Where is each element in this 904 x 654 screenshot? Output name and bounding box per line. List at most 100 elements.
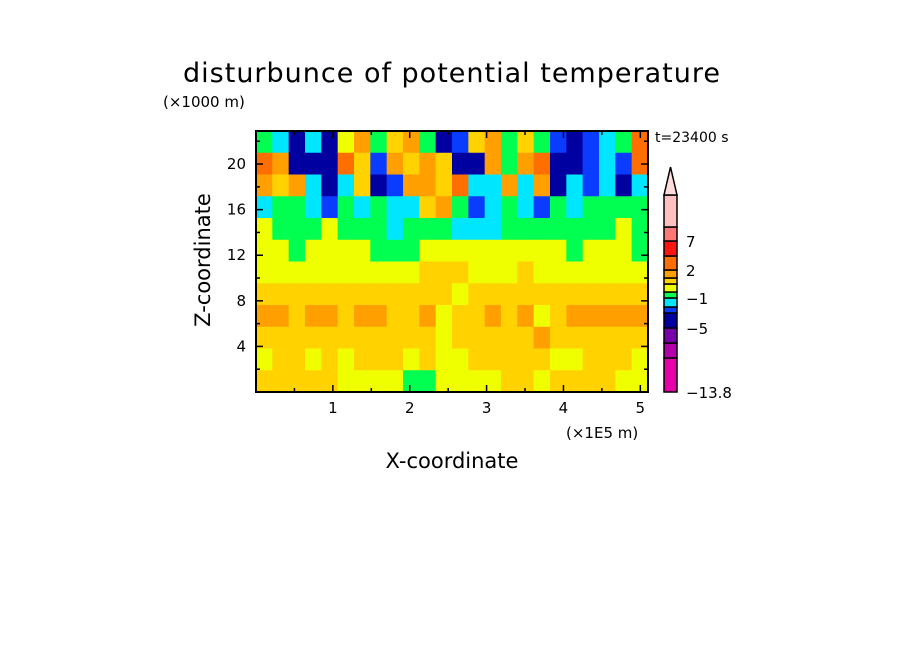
heatmap-cell (386, 196, 404, 219)
heatmap-cell (484, 370, 502, 393)
heatmap-cell (533, 370, 551, 393)
heatmap-cell (337, 131, 355, 154)
heatmap-cell (305, 370, 322, 393)
heatmap-cell (370, 218, 388, 241)
colorbar-segment (663, 306, 678, 314)
x-tick-label: 5 (636, 399, 646, 417)
heatmap-cell (288, 239, 306, 263)
heatmap-cell (631, 261, 649, 284)
heatmap-cell (533, 239, 551, 263)
heatmap-cell (337, 305, 355, 328)
heatmap-cell (321, 283, 339, 306)
heatmap-cell (386, 152, 404, 176)
heatmap-cell (435, 196, 453, 219)
heatmap-cell (403, 348, 420, 371)
heatmap-cell (599, 196, 616, 219)
heatmap-cell (435, 283, 453, 306)
heatmap-cell (305, 305, 322, 328)
heatmap-cell (321, 239, 339, 263)
heatmap-cell (631, 370, 649, 393)
heatmap-cell (566, 305, 584, 328)
heatmap-cell (370, 305, 388, 328)
heatmap-cell (631, 174, 649, 197)
heatmap-cell (337, 261, 355, 284)
heatmap-cell (599, 370, 616, 393)
heatmap-cell (550, 326, 567, 350)
heatmap-cell (582, 196, 600, 219)
heatmap-cell (517, 370, 535, 393)
colorbar-label: −13.8 (686, 384, 732, 402)
heatmap-cell (419, 131, 437, 154)
heatmap-cell (386, 261, 404, 284)
heatmap-cell (452, 152, 469, 176)
heatmap-cell (305, 283, 322, 306)
heatmap-cell (419, 261, 437, 284)
plot-frame (255, 130, 649, 393)
heatmap-cell (582, 305, 600, 328)
heatmap-cell (272, 218, 290, 241)
heatmap-cell (631, 348, 649, 371)
heatmap-cell (452, 218, 469, 241)
heatmap-cell (354, 174, 371, 197)
heatmap-cell (452, 348, 469, 371)
x-tick-label: 4 (559, 399, 569, 417)
heatmap-cell (288, 152, 306, 176)
heatmap-cell (484, 131, 502, 154)
heatmap-cell (288, 370, 306, 393)
heatmap-cell (256, 326, 273, 350)
heatmap-cell (321, 261, 339, 284)
heatmap-cell (517, 305, 535, 328)
colorbar-segment (663, 312, 678, 329)
heatmap-cell (599, 305, 616, 328)
heatmap-cell (435, 348, 453, 371)
colorbar-segment (663, 194, 678, 228)
heatmap-cell (256, 196, 273, 219)
heatmap-cell (452, 326, 469, 350)
heatmap-cell (370, 131, 388, 154)
heatmap-cell (354, 305, 371, 328)
colorbar-label: 2 (686, 262, 696, 280)
heatmap-cell (337, 348, 355, 371)
heatmap-cell (272, 152, 290, 176)
heatmap-cell (517, 218, 535, 241)
heatmap-cell (256, 131, 273, 154)
heatmap-cell (256, 348, 273, 371)
heatmap-cell (305, 218, 322, 241)
heatmap-cell (517, 196, 535, 219)
heatmap-cell (403, 131, 420, 154)
heatmap-cell (501, 218, 518, 241)
heatmap-cell (354, 261, 371, 284)
heatmap-cell (272, 326, 290, 350)
heatmap-cell (484, 174, 502, 197)
heatmap-cell (337, 326, 355, 350)
heatmap-cell (501, 370, 518, 393)
x-tick-label: 2 (405, 399, 415, 417)
heatmap-cell (550, 261, 567, 284)
y-tick-label: 20 (227, 155, 246, 173)
heatmap-cell (337, 174, 355, 197)
heatmap-cell (615, 326, 633, 350)
heatmap-cell (272, 370, 290, 393)
heatmap-cell (533, 261, 551, 284)
heatmap-cell (435, 239, 453, 263)
heatmap-cell (631, 131, 649, 154)
heatmap-cell (517, 348, 535, 371)
heatmap-cell (354, 326, 371, 350)
heatmap-cell (484, 305, 502, 328)
heatmap-cell (403, 174, 420, 197)
heatmap-cell (582, 174, 600, 197)
heatmap-cell (517, 283, 535, 306)
heatmap-cell (468, 218, 486, 241)
heatmap-cell (566, 326, 584, 350)
heatmap-cell (370, 239, 388, 263)
heatmap-cell (566, 348, 584, 371)
chart-title: disturbunce of potential temperature (183, 58, 721, 89)
heatmap-cell (386, 283, 404, 306)
heatmap-cell (256, 370, 273, 393)
heatmap-cell (256, 283, 273, 306)
heatmap-cell (305, 152, 322, 176)
heatmap-cell (256, 305, 273, 328)
heatmap-cell (501, 283, 518, 306)
heatmap-cell (386, 348, 404, 371)
